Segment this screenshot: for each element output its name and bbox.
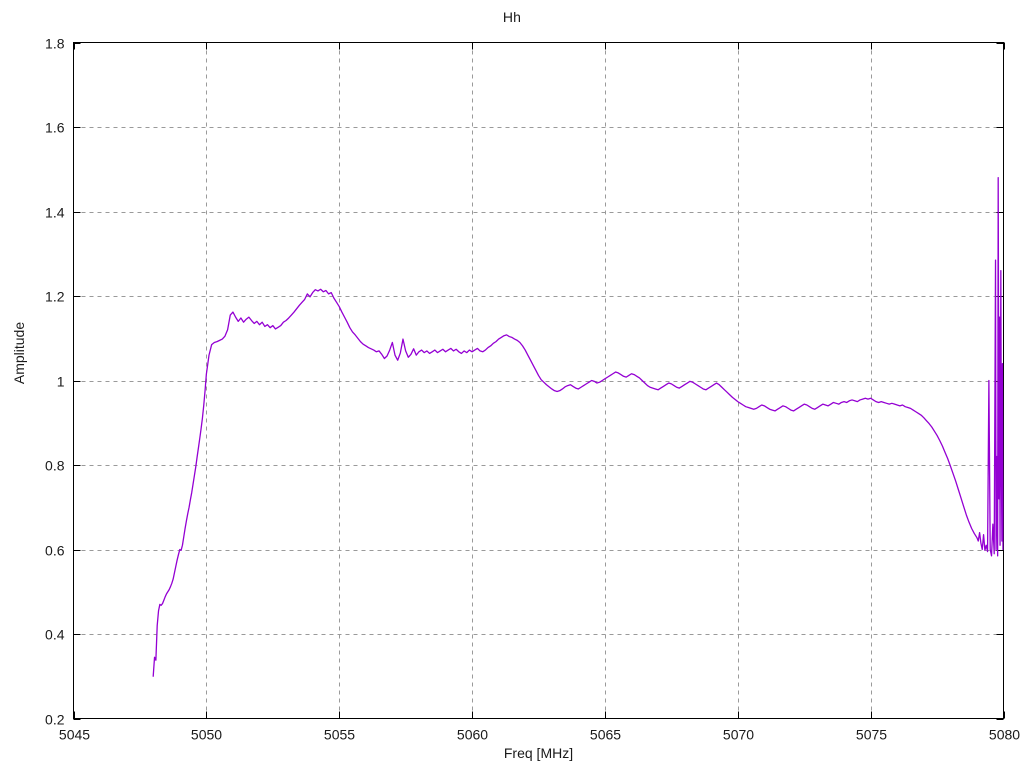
y-tick-label: 0.2 xyxy=(45,712,65,728)
y-tick-label: 1.2 xyxy=(45,289,65,305)
gridlines xyxy=(73,42,1004,719)
x-tick-label: 5055 xyxy=(324,727,355,743)
x-tick-label: 5050 xyxy=(191,727,222,743)
x-tick-label: 5080 xyxy=(989,727,1020,743)
y-tick-label: 0.8 xyxy=(45,458,65,474)
x-axis-tick-labels: 5045 5050 5055 5060 5065 5070 5075 5080 xyxy=(59,727,1020,743)
y-tick-label: 1.8 xyxy=(45,36,65,52)
y-tick-label: 0.4 xyxy=(45,627,65,643)
x-tick-label: 5045 xyxy=(59,727,90,743)
y-tick-label: 1 xyxy=(57,374,65,390)
x-tick-label: 5060 xyxy=(457,727,488,743)
y-tick-label: 1.4 xyxy=(45,205,65,221)
plot-border xyxy=(72,41,1005,720)
data-series-line xyxy=(152,177,1004,677)
y-tick-label: 1.6 xyxy=(45,120,65,136)
x-tick-label: 5075 xyxy=(856,727,887,743)
chart-title: Hh xyxy=(502,9,522,25)
y-tick-label: 0.6 xyxy=(45,543,65,559)
x-tick-label: 5070 xyxy=(723,727,754,743)
y-axis-tick-labels: 0.2 0.4 0.6 0.8 1 1.2 1.4 1.6 1.8 xyxy=(45,36,65,728)
x-tick-label: 5065 xyxy=(590,727,621,743)
x-axis-label: Freq [MHz] xyxy=(503,745,574,761)
